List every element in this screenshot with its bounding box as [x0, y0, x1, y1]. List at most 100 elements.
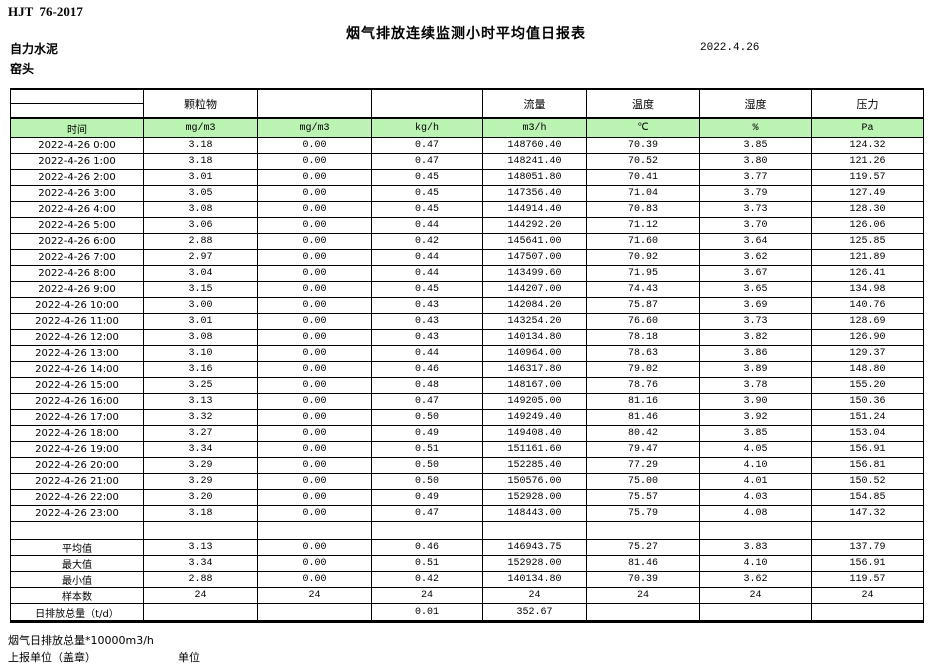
unit-cell-pressure: Pa	[811, 117, 924, 138]
hourly-data-row-value: 126.41	[811, 265, 924, 282]
hourly-data-row-value: 121.89	[811, 249, 924, 266]
hourly-data-row-value: 3.05	[143, 185, 258, 202]
hourly-data-row-value: 0.00	[257, 377, 372, 394]
hourly-data-row-value: 81.46	[586, 409, 700, 426]
hourly-data-row-value: 0.47	[371, 393, 483, 410]
hourly-data-row-value: 70.92	[586, 249, 700, 266]
spacer-cell	[811, 521, 924, 540]
summary-row-label: 样本数	[10, 587, 144, 604]
hourly-data-row-label: 2022-4-26 4:00	[10, 201, 144, 218]
hourly-data-row-value: 0.45	[371, 169, 483, 186]
hourly-data-row: 2022-4-26 10:00 3.00 0.00 0.43 142084.20 75.8…	[10, 297, 924, 314]
station-name: 窑头	[10, 62, 35, 76]
hourly-data-row-value: 148241.40	[482, 153, 587, 170]
hourly-data-row-label: 2022-4-26 8:00	[10, 265, 144, 282]
summary-row-value: 3.13	[143, 539, 258, 556]
col-header-blank-2	[371, 88, 483, 119]
summary-row-value: 140134.80	[482, 571, 587, 588]
hourly-data-row-value: 70.83	[586, 201, 700, 218]
summary-row-value: 146943.75	[482, 539, 587, 556]
hourly-data-row-value: 71.12	[586, 217, 700, 234]
summary-row-value: 24	[586, 587, 700, 604]
hourly-data-row-value: 70.41	[586, 169, 700, 186]
page-title: 烟气排放连续监测小时平均值日报表	[346, 26, 586, 42]
hourly-data-row-value: 0.48	[371, 377, 483, 394]
hourly-data-row-value: 124.32	[811, 137, 924, 154]
company-name: 自力水泥	[10, 42, 59, 56]
hourly-data-row-value: 140964.00	[482, 345, 587, 362]
unit-label: 单位	[178, 651, 200, 664]
hourly-data-row-value: 0.00	[257, 265, 372, 282]
unit-cell-temperature: ℃	[586, 117, 700, 138]
hourly-data-row-value: 4.01	[699, 473, 812, 490]
hourly-data-row-value: 3.10	[143, 345, 258, 362]
hourly-data-row-value: 0.00	[257, 441, 372, 458]
hourly-data-row-value: 0.00	[257, 153, 372, 170]
header-row-top: 颗粒物 流量 温度 湿度 压力	[10, 88, 924, 119]
hourly-data-row-value: 3.06	[143, 217, 258, 234]
hourly-data-row-value: 0.00	[257, 473, 372, 490]
hourly-data-row-value: 4.03	[699, 489, 812, 506]
col-header-particulate: 颗粒物	[143, 88, 258, 119]
hourly-data-row-value: 71.04	[586, 185, 700, 202]
spacer-cell	[257, 521, 372, 540]
unit-cell-particulate: mg/m3	[143, 117, 258, 138]
hourly-data-row: 2022-4-26 17:00 3.32 0.00 0.50 149249.40 81.4…	[10, 409, 924, 426]
hourly-data-row-value: 80.42	[586, 425, 700, 442]
hourly-data-row-value: 0.00	[257, 457, 372, 474]
summary-row-value: 0.46	[371, 539, 483, 556]
table-header: 颗粒物 流量 温度 湿度 压力 时间 mg/m3 mg/m3 kg/h m3/h…	[10, 88, 924, 138]
hourly-data-row-value: 0.00	[257, 409, 372, 426]
hourly-data-row-value: 3.64	[699, 233, 812, 250]
daily-total-note: 烟气日排放总量*10000m3/h	[8, 634, 154, 647]
hourly-data-row-value: 78.63	[586, 345, 700, 362]
hourly-data-row-value: 71.95	[586, 265, 700, 282]
report-unit-label: 上报单位（盖章）	[8, 651, 96, 664]
hourly-data-row-value: 143254.20	[482, 313, 587, 330]
hourly-data-row: 2022-4-26 6:00 2.88 0.00 0.42 145641.00 71.60…	[10, 233, 924, 250]
hourly-data-row-value: 145641.00	[482, 233, 587, 250]
hourly-data-row-value: 143499.60	[482, 265, 587, 282]
hourly-data-row-value: 152285.40	[482, 457, 587, 474]
summary-row: 样本数 24 24 24 24 24 24 24	[10, 587, 924, 604]
hourly-data-row-value: 0.00	[257, 345, 372, 362]
hourly-data-row: 2022-4-26 21:00 3.29 0.00 0.50 150576.00 75.0…	[10, 473, 924, 490]
hourly-data-row-value: 149249.40	[482, 409, 587, 426]
spacer-cell	[586, 521, 700, 540]
hourly-data-row-value: 149408.40	[482, 425, 587, 442]
hourly-data-row-value: 0.00	[257, 489, 372, 506]
hourly-data-row-value: 75.57	[586, 489, 700, 506]
unit-row: 时间 mg/m3 mg/m3 kg/h m3/h ℃ % Pa	[10, 117, 924, 138]
hourly-data-row: 2022-4-26 22:00 3.20 0.00 0.49 152928.00 75.5…	[10, 489, 924, 506]
hourly-data-row-value: 0.42	[371, 233, 483, 250]
summary-row-label: 日排放总量（t/d）	[10, 603, 144, 622]
col-header-pressure: 压力	[811, 88, 924, 119]
hourly-data-row-value: 0.50	[371, 409, 483, 426]
hourly-data-row-value: 3.18	[143, 505, 258, 522]
hourly-data-row-value: 150576.00	[482, 473, 587, 490]
hourly-data-row-value: 140134.80	[482, 329, 587, 346]
hourly-data-row-value: 153.04	[811, 425, 924, 442]
summary-row-value: 81.46	[586, 555, 700, 572]
hourly-data-row-value: 146317.80	[482, 361, 587, 378]
hourly-data-row-label: 2022-4-26 15:00	[10, 377, 144, 394]
hourly-data-row-value: 76.60	[586, 313, 700, 330]
hourly-data-row-value: 3.01	[143, 313, 258, 330]
summary-row-value: 0.51	[371, 555, 483, 572]
summary-row-value: 24	[482, 587, 587, 604]
hourly-data-row-value: 0.00	[257, 137, 372, 154]
hourly-data-row: 2022-4-26 15:00 3.25 0.00 0.48 148167.00 78.7…	[10, 377, 924, 394]
hourly-data-row: 2022-4-26 14:00 3.16 0.00 0.46 146317.80 79.0…	[10, 361, 924, 378]
hourly-data-row-value: 147356.40	[482, 185, 587, 202]
hourly-data-row-value: 0.00	[257, 217, 372, 234]
summary-row: 日排放总量（t/d） 0.01 352.67	[10, 603, 924, 622]
hourly-data-row-value: 70.52	[586, 153, 700, 170]
summary-row-value: 24	[699, 587, 812, 604]
hourly-data-row-value: 126.06	[811, 217, 924, 234]
hourly-data-row-value: 0.50	[371, 473, 483, 490]
hourly-data-row: 2022-4-26 1:00 3.18 0.00 0.47 148241.40 70.52…	[10, 153, 924, 170]
hourly-data-row: 2022-4-26 12:00 3.08 0.00 0.43 140134.80 78.1…	[10, 329, 924, 346]
hourly-data-row-value: 3.08	[143, 329, 258, 346]
hourly-data-row-value: 3.89	[699, 361, 812, 378]
